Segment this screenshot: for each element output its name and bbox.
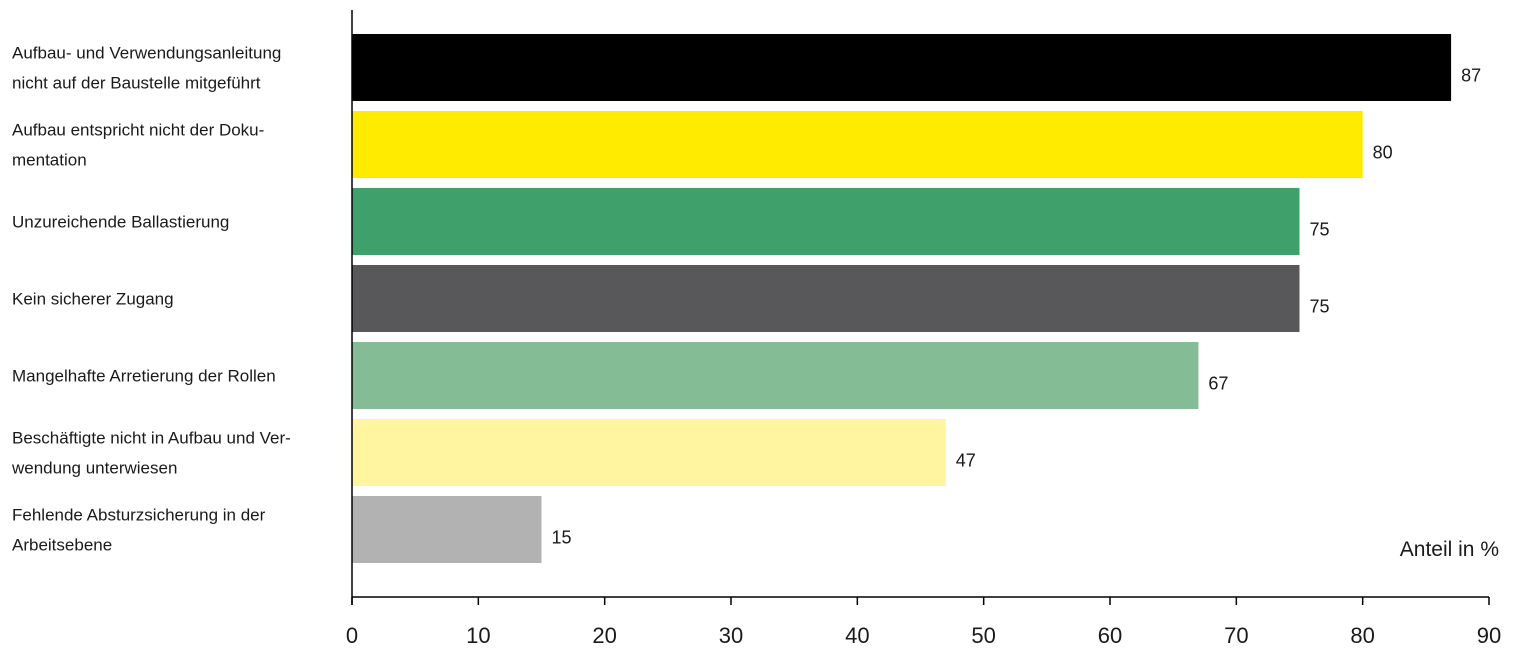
bar-value-label: 47 — [956, 451, 976, 471]
bar — [352, 111, 1363, 178]
x-tick-label: 80 — [1350, 623, 1374, 648]
category-label: Aufbau- und Verwendungsanleitung nicht au… — [12, 44, 281, 93]
bar-value-label: 80 — [1373, 143, 1393, 163]
category-label-line: Mangelhafte Arretierung der Rollen — [12, 367, 276, 386]
category-label: Aufbau entspricht nicht der Doku-mentati… — [12, 121, 264, 170]
category-label-line: Aufbau- und Verwendungsanleitung — [12, 44, 281, 63]
category-label: Mangelhafte Arretierung der Rollen — [12, 367, 276, 386]
bar — [352, 419, 946, 486]
x-tick-label: 40 — [845, 623, 869, 648]
bar-value-label: 75 — [1310, 297, 1330, 317]
value-labels-group: 87 80 75 75 67 47 15 — [552, 66, 1482, 548]
category-label: Unzureichende Ballastierung — [12, 213, 229, 232]
x-tick-label: 20 — [592, 623, 616, 648]
x-tick-label: 70 — [1224, 623, 1248, 648]
x-axis-title: Anteil in % — [1400, 538, 1499, 561]
bar — [352, 265, 1300, 332]
bar-value-label: 15 — [552, 528, 572, 548]
bar-value-label: 87 — [1461, 66, 1481, 86]
x-tick-label: 50 — [971, 623, 995, 648]
x-tick-label: 60 — [1098, 623, 1122, 648]
category-label: Fehlende Absturzsicherung in der Arbeitse… — [12, 506, 266, 555]
bar — [352, 34, 1452, 101]
category-label-line: Fehlende Absturzsicherung in der — [12, 506, 266, 525]
bar — [352, 188, 1300, 255]
x-tick-label: 90 — [1477, 623, 1501, 648]
category-label: Kein sicherer Zugang — [12, 290, 174, 309]
category-label-line: Unzureichende Ballastierung — [12, 213, 229, 232]
bar — [352, 496, 542, 563]
category-label-line: Arbeitsebene — [12, 536, 112, 555]
bar — [352, 342, 1199, 409]
bars-group — [352, 34, 1452, 563]
x-ticks-group: 0 10 20 30 40 50 60 70 80 90 — [346, 597, 1501, 648]
category-label-line: Beschäftigte nicht in Aufbau und Ver- — [12, 429, 291, 448]
x-tick-label: 0 — [346, 623, 358, 648]
x-tick-label: 30 — [719, 623, 743, 648]
category-label-line: Kein sicherer Zugang — [12, 290, 174, 309]
bar-value-label: 75 — [1310, 220, 1330, 240]
category-label-line: wendung unterwiesen — [11, 459, 177, 478]
category-label-line: mentation — [12, 151, 87, 170]
category-labels-group: Aufbau- und Verwendungsanleitung nicht au… — [11, 44, 291, 555]
bar-value-label: 67 — [1208, 374, 1228, 394]
category-label-line: Aufbau entspricht nicht der Doku- — [12, 121, 264, 140]
x-tick-label: 10 — [466, 623, 490, 648]
category-label-line: nicht auf der Baustelle mitgeführt — [12, 74, 261, 93]
category-label: Beschäftigte nicht in Aufbau und Ver-wen… — [11, 429, 291, 478]
